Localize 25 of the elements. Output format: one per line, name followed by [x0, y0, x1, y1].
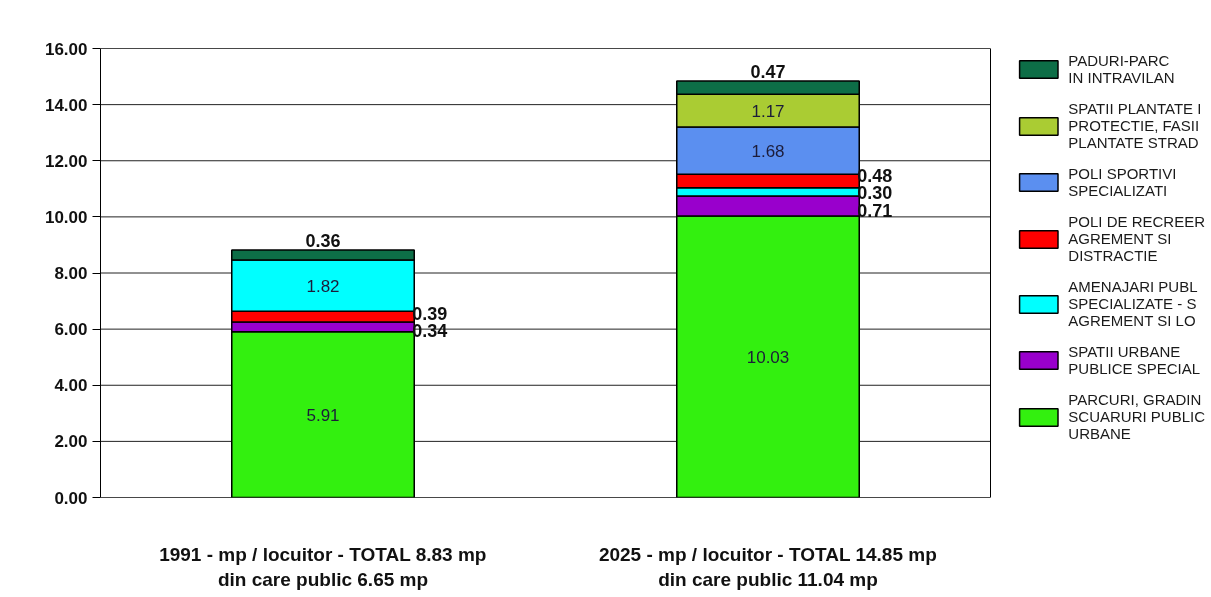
x-tick-label: 1991 - mp / locuitor - TOTAL 8.83 mp din care public 6.65 mp — [159, 543, 487, 590]
data-label: 1.82 — [306, 276, 340, 296]
legend-label: PADURI-PARC IN INTRAVILAN — [1068, 52, 1175, 86]
data-label: 0.47 — [750, 62, 786, 83]
y-tick-label: 16.00 — [44, 39, 88, 59]
y-tick-label: 6.00 — [54, 320, 88, 340]
data-label: 1.17 — [751, 101, 785, 121]
legend-label: POLI SPORTIVI SPECIALIZATI — [1068, 165, 1177, 199]
y-tick-label: 4.00 — [54, 376, 88, 396]
y-tick-label: 10.00 — [44, 207, 88, 227]
legend-label: PARCURI, GRADIN SCUARURI PUBLIC URBANE — [1068, 391, 1205, 442]
x-tick-label: 2025 - mp / locuitor - TOTAL 14.85 mp din care public 11.04 mp — [598, 543, 937, 590]
legend-label: POLI DE RECREER AGREMENT SI DISTRACTIE — [1068, 213, 1205, 264]
legend-label: SPATII PLANTATE I PROTECTIE, FASII PLANTATE STRAD — [1068, 100, 1202, 151]
legend-label: AMENAJARI PUBL SPECIALIZATE - S AGREMENT SI LO — [1068, 278, 1198, 329]
y-tick-label: 0.00 — [54, 488, 88, 508]
y-tick-label: 12.00 — [44, 151, 88, 171]
data-label: 0.36 — [305, 230, 341, 251]
data-label: 5.91 — [306, 405, 340, 425]
data-label: 1.68 — [751, 141, 785, 161]
y-tick-label: 8.00 — [54, 264, 88, 283]
y-tick-label: 2.00 — [54, 432, 88, 452]
data-label: 10.03 — [746, 347, 790, 367]
y-tick-label: 14.00 — [44, 95, 88, 115]
legend-label: SPATII URBANE PUBLICE SPECIAL — [1068, 343, 1201, 377]
